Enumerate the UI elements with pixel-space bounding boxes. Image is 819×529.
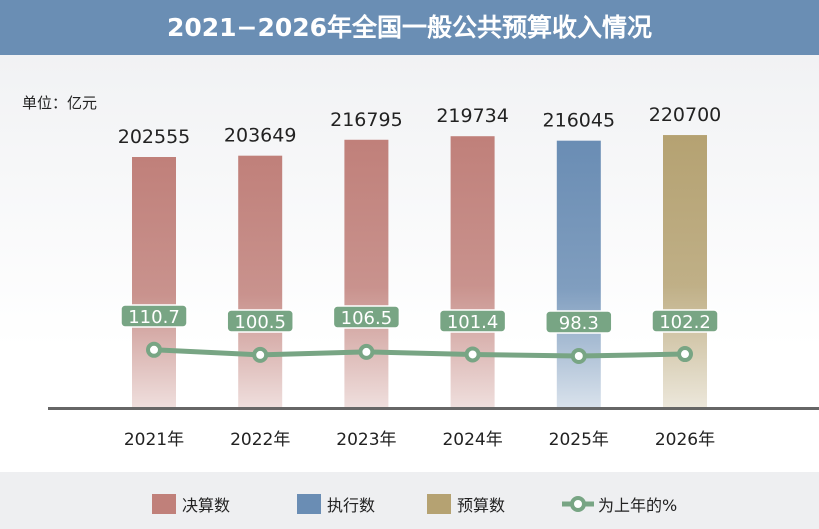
unit-label: 单位：亿元: [22, 94, 98, 112]
line-value-label: 98.3: [559, 313, 599, 334]
legend-label: 预算数: [457, 496, 506, 515]
line-marker-icon: [562, 496, 594, 512]
bar-value-label: 216045: [543, 110, 616, 132]
legend-item-budget: 预算数: [427, 492, 505, 516]
line-point: [252, 346, 269, 363]
bar-2025年: [556, 140, 601, 409]
line-label-box: [120, 304, 188, 328]
x-axis: [48, 407, 819, 410]
x-tick-label: 2025年: [549, 430, 609, 450]
line-value-label: 102.2: [659, 312, 711, 333]
line-label-box: [332, 305, 401, 329]
bar-2022年: [238, 155, 283, 409]
bar-value-label: 220700: [649, 104, 722, 126]
line-label-box: [438, 309, 507, 333]
line-point: [358, 343, 375, 360]
legend-swatch: [427, 494, 451, 514]
line-point: [146, 341, 162, 358]
line-value-label: 100.5: [234, 312, 286, 333]
bar-value-label: 202555: [118, 126, 191, 148]
legend-item-line: 为上年的%: [562, 492, 677, 516]
x-tick-label: 2022年: [230, 430, 290, 450]
legend-label: 为上年的%: [598, 496, 678, 515]
legend-swatch: [297, 494, 321, 514]
bar-2026年: [663, 135, 707, 409]
line-value-label: 101.4: [447, 312, 499, 333]
line-value-label: 106.5: [341, 308, 393, 329]
line-value-label: 110.7: [128, 307, 180, 328]
legend-swatch: [152, 494, 176, 514]
line-series: [153, 347, 686, 359]
x-tick-label: 2026年: [655, 430, 715, 450]
legend-label: 执行数: [327, 496, 376, 515]
legend-label: 决算数: [182, 496, 231, 515]
legend: [0, 472, 819, 529]
bar-2021年: [132, 157, 176, 409]
bar-value-label: 219734: [436, 105, 509, 127]
line-point: [570, 348, 587, 364]
line-label-box: [651, 309, 719, 333]
line-label-box: [226, 309, 294, 333]
bar-value-label: 203649: [224, 125, 297, 147]
bar-value-label: 216795: [330, 109, 403, 131]
bar-2023年: [344, 139, 389, 410]
legend-item-final: 决算数: [152, 492, 230, 516]
bar-2024年: [450, 136, 495, 409]
line-label-box: [545, 310, 613, 334]
legend-item-executed: 执行数: [297, 492, 375, 516]
x-tick-label: 2021年: [124, 430, 184, 450]
line-point: [677, 346, 693, 363]
line-point: [464, 346, 481, 363]
chart-title: 2021−2026年全国一般公共预算收入情况: [0, 0, 819, 55]
x-tick-label: 2024年: [442, 430, 502, 450]
x-tick-label: 2023年: [336, 430, 396, 450]
